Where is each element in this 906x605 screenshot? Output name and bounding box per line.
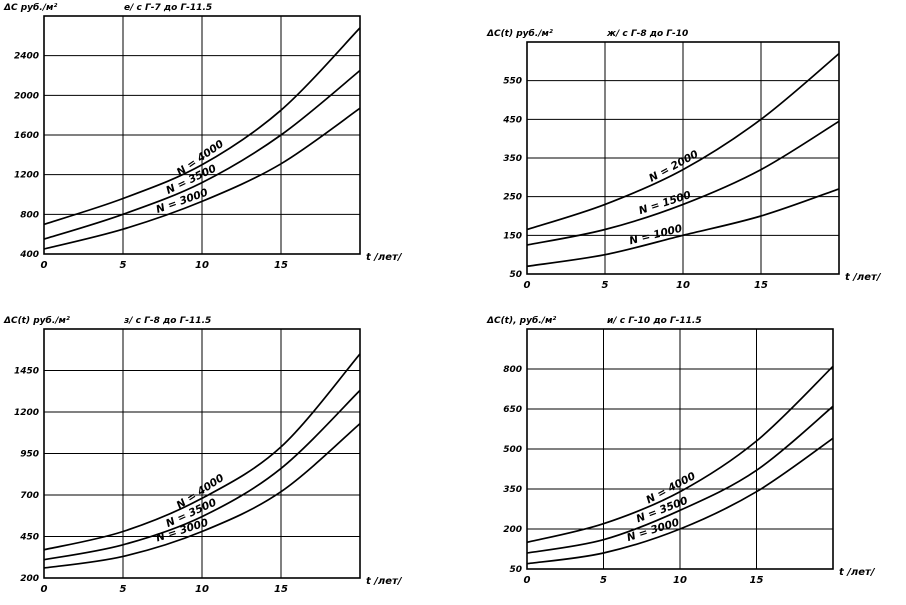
y-tick-label: 950 <box>20 450 39 460</box>
y-tick-label: 450 <box>19 533 39 543</box>
x-axis-label: t /лет/ <box>366 252 403 263</box>
series-label: N = 2000 <box>647 148 700 184</box>
y-tick-label: 1200 <box>14 171 39 181</box>
series-label: N = 3000 <box>625 516 680 544</box>
series-line <box>526 365 834 544</box>
chart-title: з/ с Г-8 до Г-11.5 <box>123 316 211 326</box>
x-tick-label: 5 <box>600 575 607 586</box>
x-tick-label: 15 <box>274 260 288 271</box>
series-line <box>43 69 361 240</box>
x-tick-label: 15 <box>754 280 768 291</box>
chart-1: 0 5 10 15 400 800 1200 1600 2000 2400 ΔС руб./м² е/… <box>3 2 403 271</box>
chart-title: и/ с Г-10 до Г-11.5 <box>607 316 702 326</box>
y-tick-label: 50 <box>509 565 522 575</box>
y-tick-label: 200 <box>503 525 522 535</box>
chart-3: 0 5 10 15 200 450 700 950 1200 1450 ΔC(t) руб./м² з… <box>3 315 403 595</box>
series-line <box>526 437 834 565</box>
series-line <box>43 107 361 250</box>
y-tick-label: 1200 <box>14 408 39 418</box>
x-tick-label: 0 <box>41 260 48 271</box>
plot-frame <box>43 328 361 579</box>
x-axis-label: t /лет/ <box>366 576 403 587</box>
y-tick-label: 2400 <box>14 52 39 62</box>
x-tick-label: 5 <box>602 280 609 291</box>
y-axis-label: ΔС руб./м² <box>3 2 57 13</box>
y-tick-label: 500 <box>503 445 522 455</box>
chart-4: 0 5 10 15 50 200 350 500 650 800 ΔC(t), руб./м² и/ … <box>486 315 876 586</box>
y-tick-label: 150 <box>503 231 522 241</box>
series-line <box>526 188 840 268</box>
y-tick-label: 1600 <box>14 131 39 141</box>
chart-title: е/ с Г-7 до Г-11.5 <box>124 3 212 13</box>
series-line <box>526 405 834 554</box>
chart-title: ж/ с Г-8 до Г-10 <box>606 29 688 39</box>
y-tick-label: 350 <box>503 485 522 495</box>
series-label: N = 1000 <box>628 223 683 248</box>
y-tick-label: 700 <box>20 491 39 501</box>
plot-frame <box>526 328 834 570</box>
y-tick-label: 200 <box>20 574 39 584</box>
series-line <box>43 353 361 551</box>
x-tick-label: 0 <box>41 584 48 595</box>
x-tick-label: 15 <box>750 575 764 586</box>
x-tick-label: 10 <box>195 260 209 271</box>
y-axis-label: ΔC(t), руб./м² <box>486 315 556 326</box>
series-line <box>43 422 361 569</box>
x-tick-label: 10 <box>676 280 690 291</box>
plot-frame <box>43 15 361 255</box>
y-axis-label: ΔC(t) руб./м² <box>486 28 553 39</box>
series-line <box>43 389 361 561</box>
x-axis-label: t /лет/ <box>839 567 876 578</box>
x-tick-label: 10 <box>195 584 209 595</box>
x-tick-label: 0 <box>524 280 531 291</box>
series-label: N = 1500 <box>637 189 692 217</box>
series-line <box>526 120 840 246</box>
y-tick-label: 650 <box>503 405 522 415</box>
y-tick-label: 550 <box>503 77 522 87</box>
plot-frame <box>526 41 840 275</box>
y-tick-label: 800 <box>20 210 39 220</box>
x-axis-label: t /лет/ <box>845 272 882 283</box>
x-tick-label: 10 <box>673 575 687 586</box>
x-tick-label: 15 <box>274 584 288 595</box>
y-tick-label: 800 <box>503 365 522 375</box>
x-tick-label: 5 <box>120 260 127 271</box>
x-tick-label: 0 <box>524 575 531 586</box>
series-line <box>43 27 361 226</box>
y-tick-label: 250 <box>503 193 522 203</box>
y-tick-label: 50 <box>509 270 522 280</box>
y-tick-label: 1450 <box>14 367 39 377</box>
y-axis-label: ΔC(t) руб./м² <box>3 315 70 326</box>
y-tick-label: 450 <box>502 115 522 125</box>
x-tick-label: 5 <box>120 584 127 595</box>
y-tick-label: 2000 <box>14 91 39 101</box>
y-tick-label: 350 <box>503 154 522 164</box>
chart-2: 0 5 10 15 50 150 250 350 450 550 ΔC(t) руб./м² ж/ с… <box>486 28 882 291</box>
y-tick-label: 400 <box>19 250 39 260</box>
series-line <box>526 52 840 231</box>
